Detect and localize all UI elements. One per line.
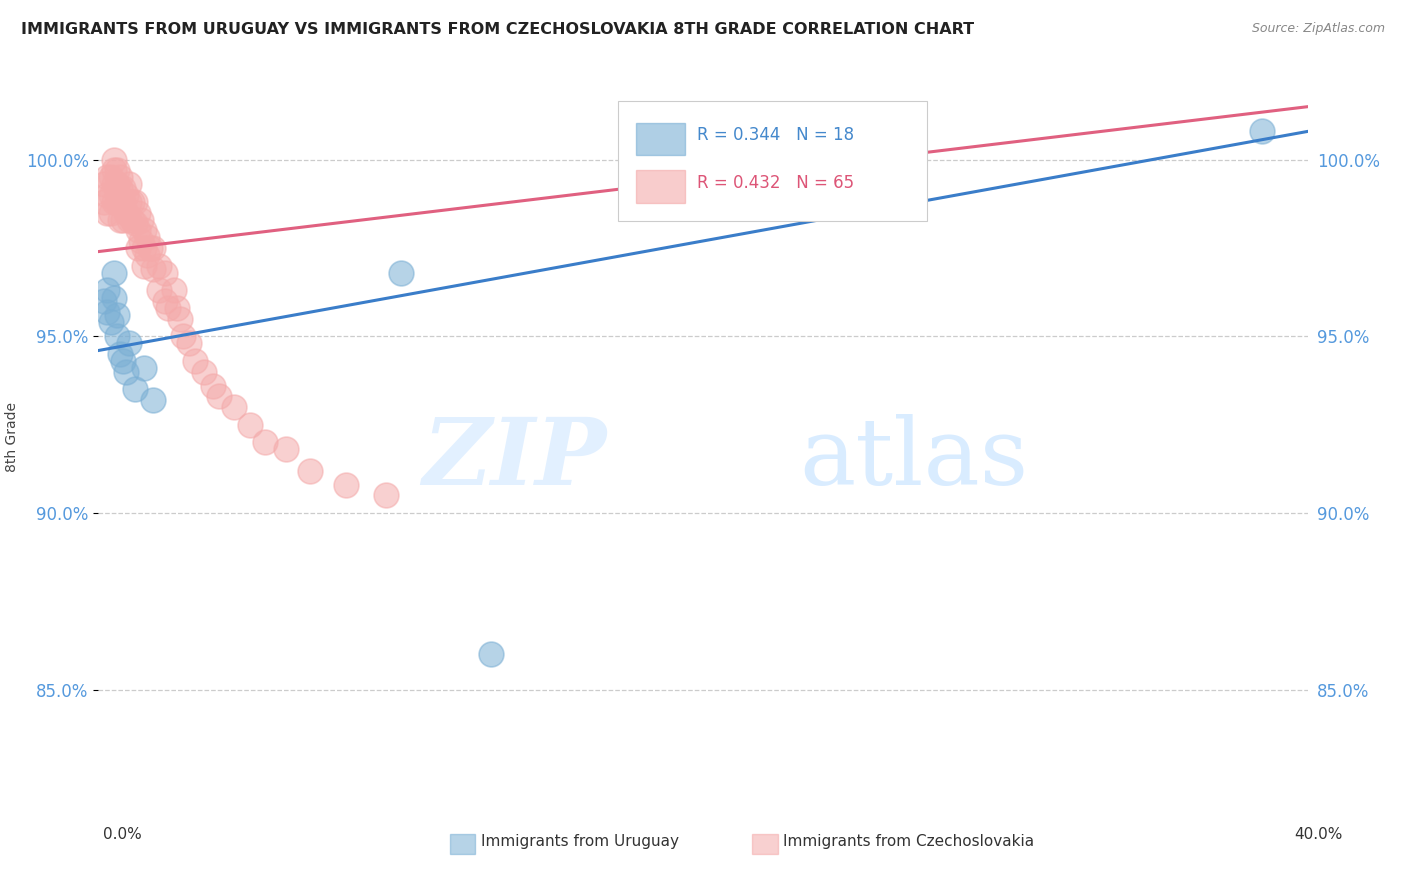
Point [96, 188, 118, 202]
Bar [637, 170, 685, 203]
Point [132, 259, 155, 273]
Point [132, 223, 155, 237]
Point [111, 212, 134, 227]
Point [103, 163, 125, 178]
Point [118, 195, 141, 210]
Point [163, 284, 186, 298]
Point [103, 178, 125, 192]
Point [100, 188, 122, 202]
Point [374, 488, 396, 502]
Point [135, 248, 157, 262]
Point [124, 195, 146, 210]
Point [129, 234, 152, 248]
Point [105, 308, 128, 322]
Point [118, 336, 141, 351]
Point [132, 241, 155, 255]
Point [172, 329, 194, 343]
Point [166, 301, 188, 315]
Point [111, 195, 134, 210]
Text: Immigrants from Uruguay: Immigrants from Uruguay [481, 834, 679, 848]
Point [105, 178, 128, 192]
Point [108, 181, 131, 195]
Text: 40.0%: 40.0% [1295, 827, 1343, 842]
Point [148, 284, 170, 298]
Point [96, 205, 118, 219]
Point [139, 241, 162, 255]
Point [274, 442, 297, 457]
Point [96, 170, 118, 185]
Point [142, 392, 165, 407]
Point [100, 205, 122, 219]
Point [121, 212, 143, 227]
Point [239, 417, 262, 432]
Point [142, 262, 165, 277]
Point [118, 212, 141, 227]
Text: Immigrants from Czechoslovakia: Immigrants from Czechoslovakia [783, 834, 1035, 848]
Point [184, 354, 207, 368]
Point [111, 181, 134, 195]
Point [127, 205, 149, 219]
Text: R = 0.432   N = 65: R = 0.432 N = 65 [697, 174, 853, 192]
Point [335, 477, 357, 491]
Point [202, 379, 225, 393]
Point [179, 336, 201, 351]
Point [1251, 124, 1274, 138]
Point [142, 241, 165, 255]
Point [148, 259, 170, 273]
Point [253, 435, 276, 450]
Point [93, 178, 115, 192]
Point [103, 153, 125, 167]
Point [118, 178, 141, 192]
Bar [637, 122, 685, 155]
Point [103, 291, 125, 305]
Point [389, 266, 412, 280]
Point [124, 383, 146, 397]
Point [114, 188, 136, 202]
Point [114, 365, 136, 379]
Point [103, 195, 125, 210]
Point [156, 301, 179, 315]
Point [208, 389, 231, 403]
Y-axis label: 8th Grade: 8th Grade [4, 402, 18, 472]
Text: R = 0.344   N = 18: R = 0.344 N = 18 [697, 126, 853, 145]
Point [105, 163, 128, 178]
Text: IMMIGRANTS FROM URUGUAY VS IMMIGRANTS FROM CZECHOSLOVAKIA 8TH GRADE CORRELATION : IMMIGRANTS FROM URUGUAY VS IMMIGRANTS FR… [21, 22, 974, 37]
Point [299, 464, 322, 478]
Point [96, 284, 118, 298]
Point [153, 266, 176, 280]
Text: 0.0%: 0.0% [103, 827, 142, 842]
Point [224, 400, 246, 414]
Point [105, 195, 128, 210]
Point [93, 293, 115, 308]
Point [103, 266, 125, 280]
Text: atlas: atlas [800, 414, 1029, 504]
Point [193, 365, 215, 379]
Point [153, 293, 176, 308]
Point [108, 195, 131, 210]
Point [100, 170, 122, 185]
Point [111, 354, 134, 368]
Point [108, 170, 131, 185]
Point [132, 361, 155, 376]
Text: Source: ZipAtlas.com: Source: ZipAtlas.com [1251, 22, 1385, 36]
Point [135, 230, 157, 244]
Point [121, 195, 143, 210]
Point [127, 241, 149, 255]
Point [93, 195, 115, 210]
Point [127, 223, 149, 237]
Point [124, 216, 146, 230]
Point [105, 329, 128, 343]
Point [114, 205, 136, 219]
Point [108, 347, 131, 361]
Text: ZIP: ZIP [422, 414, 606, 504]
Point [100, 315, 122, 329]
FancyBboxPatch shape [619, 101, 927, 221]
Point [481, 648, 503, 662]
Point [108, 212, 131, 227]
Point [96, 304, 118, 318]
Point [169, 311, 191, 326]
Point [129, 212, 152, 227]
